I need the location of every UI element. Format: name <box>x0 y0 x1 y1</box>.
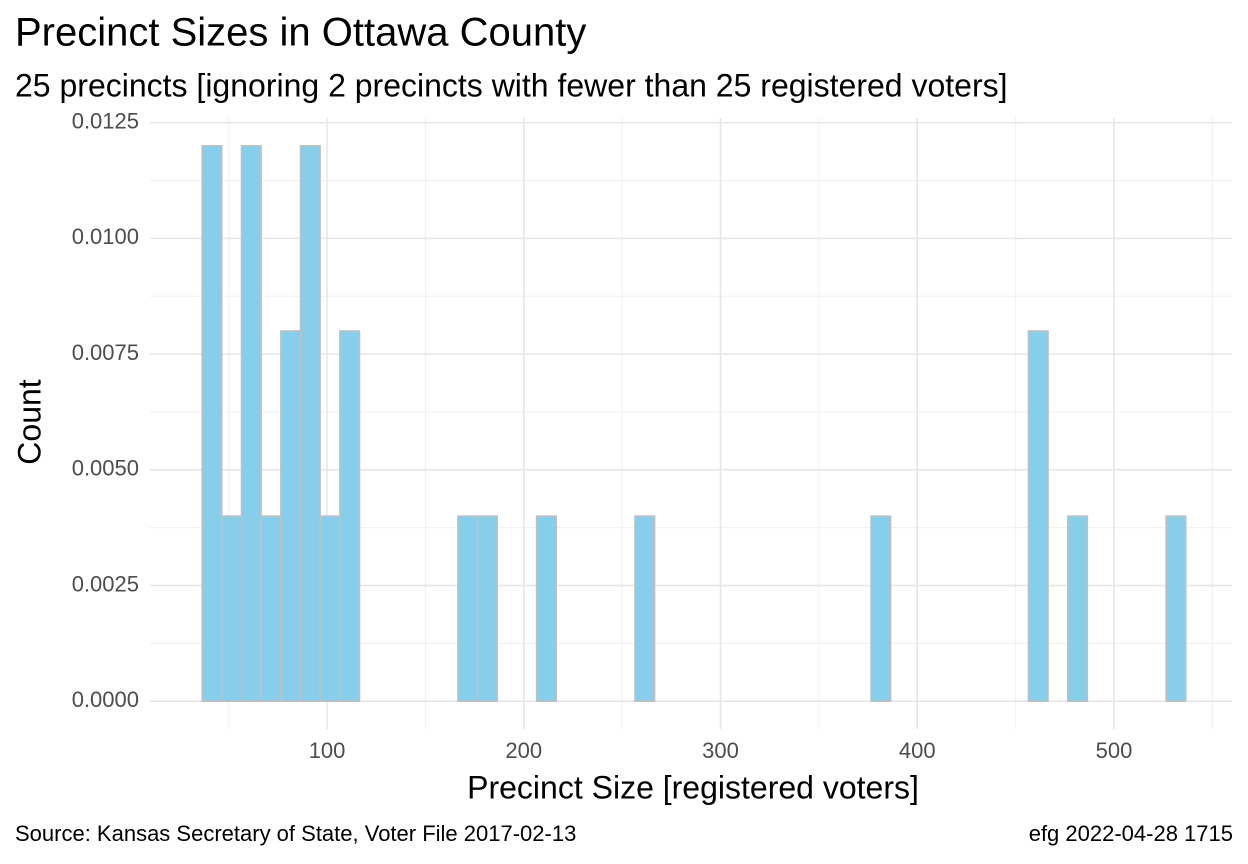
x-tick-label: 300 <box>702 738 739 763</box>
y-tick-label: 0.0050 <box>72 456 139 481</box>
y-tick-label: 0.0075 <box>72 340 139 365</box>
bar <box>476 515 498 702</box>
chart-title: Precinct Sizes in Ottawa County <box>15 11 586 55</box>
chart-subtitle: 25 precincts [ignoring 2 precincts with … <box>15 67 1008 103</box>
caption-left: Source: Kansas Secretary of State, Voter… <box>15 821 576 846</box>
bar <box>457 515 479 702</box>
caption-right: efg 2022-04-28 1715 <box>1029 821 1233 846</box>
x-tick-label: 500 <box>1096 738 1133 763</box>
bar <box>280 330 302 702</box>
y-axis-title: Count <box>11 379 47 465</box>
bar <box>535 515 557 702</box>
x-tick-label: 200 <box>505 738 542 763</box>
y-tick-label: 0.0000 <box>72 687 139 712</box>
bar <box>299 145 321 702</box>
x-axis-title: Precinct Size [registered voters] <box>467 769 919 805</box>
bar <box>201 145 223 702</box>
bar <box>240 145 262 702</box>
y-tick-label: 0.0025 <box>72 571 139 596</box>
bar <box>260 515 282 702</box>
bar <box>221 515 243 702</box>
y-tick-label: 0.0100 <box>72 224 139 249</box>
bar <box>1165 515 1187 702</box>
x-tick-label: 400 <box>899 738 936 763</box>
bar <box>1066 515 1089 702</box>
bar <box>634 515 656 702</box>
x-tick-label: 100 <box>309 738 346 763</box>
bar <box>319 515 341 702</box>
y-tick-label: 0.0125 <box>72 108 139 133</box>
bar <box>1027 330 1049 702</box>
bar <box>870 515 892 702</box>
bar <box>339 330 361 702</box>
